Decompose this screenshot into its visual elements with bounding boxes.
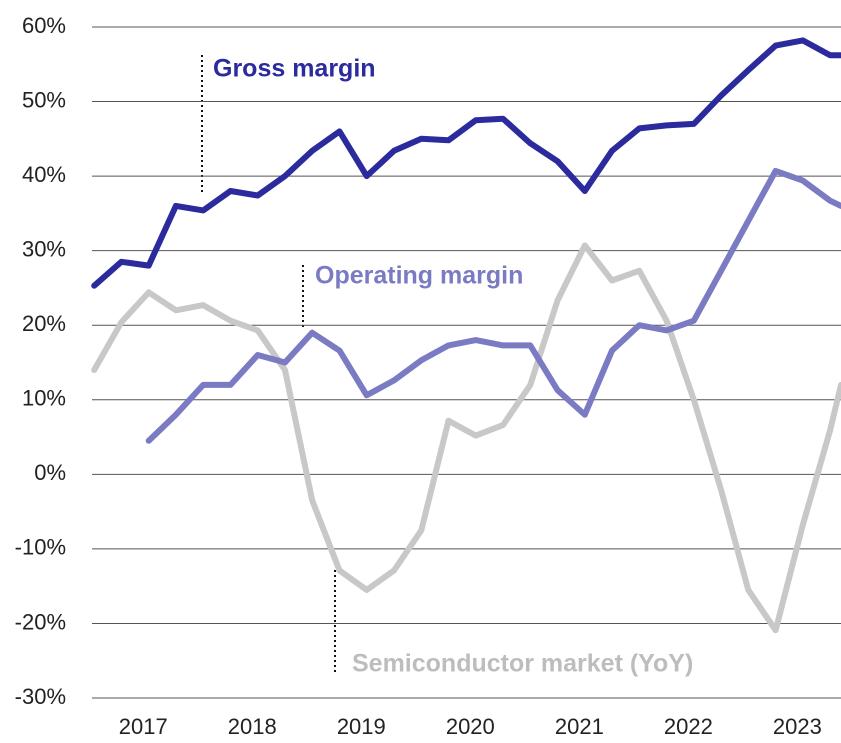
y-tick-label: -30% [15,684,66,709]
y-tick-label: 50% [22,87,66,112]
series-line [145,167,841,444]
annotation: Operating margin [315,262,523,290]
x-tick-label: 2020 [446,714,495,739]
x-tick-label: 2021 [555,714,604,739]
y-tick-label: 60% [22,13,66,38]
y-tick-label: 0% [34,460,66,485]
x-tick-label: 2018 [228,714,277,739]
x-tick-label: 2022 [664,714,713,739]
y-tick-label: 10% [22,386,66,411]
y-tick-label: -20% [15,609,66,634]
annotation: Semiconductor market (YoY) [352,650,693,678]
x-tick-label: 2017 [119,714,168,739]
y-tick-label: -10% [15,535,66,560]
y-tick-label: 40% [22,162,66,187]
series-line [91,37,841,289]
annotation: Gross margin [213,55,376,83]
series-line [91,242,841,634]
y-tick-label: 30% [22,236,66,261]
x-tick-label: 2023 [773,714,822,739]
x-tick-label: 2019 [337,714,386,739]
y-tick-label: 20% [22,311,66,336]
